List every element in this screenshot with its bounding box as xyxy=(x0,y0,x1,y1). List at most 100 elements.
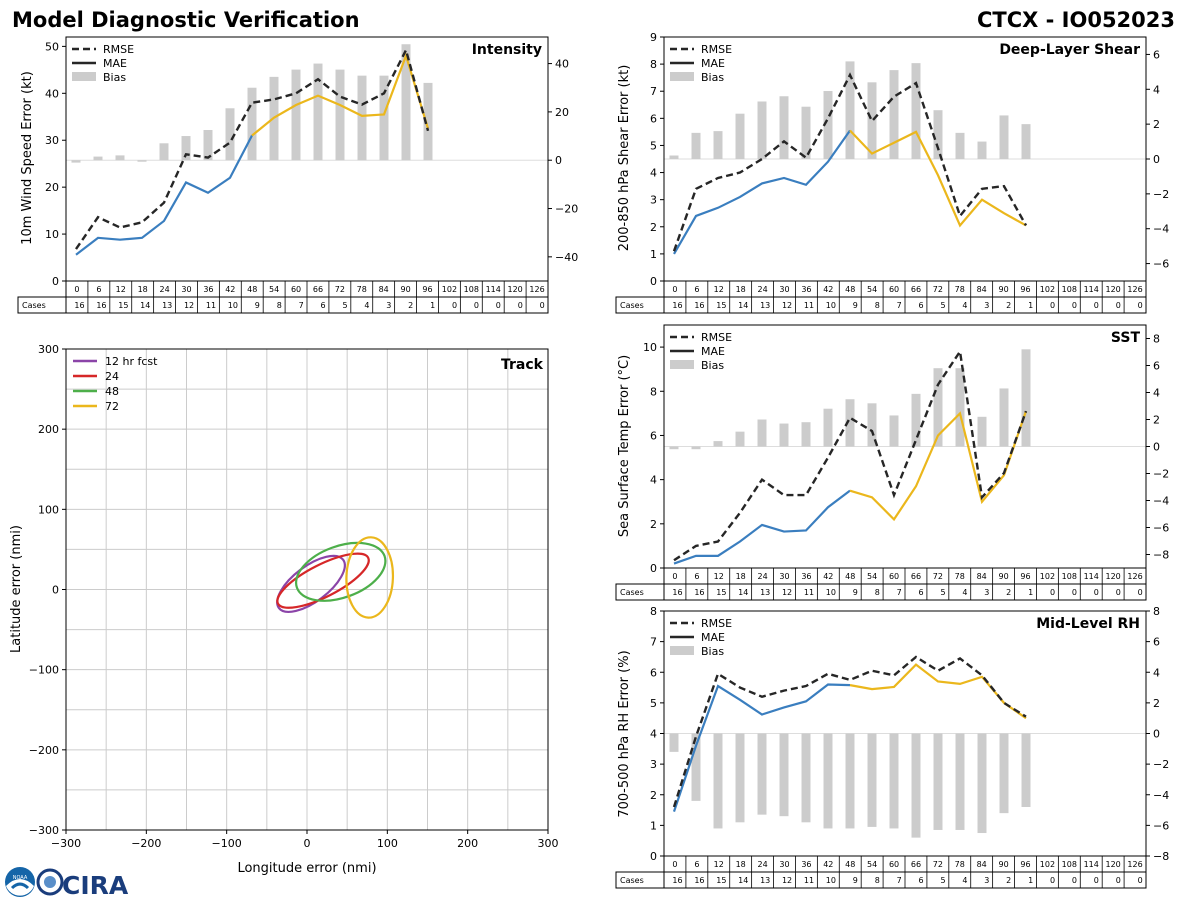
rh-table-case: 14 xyxy=(738,876,748,885)
intensity-bias-bar xyxy=(313,63,323,161)
rh-bias-bar xyxy=(977,733,987,834)
rh-table-hour: 60 xyxy=(889,860,899,869)
intensity-table-case: 7 xyxy=(299,301,304,310)
rh-ytick-label: 6 xyxy=(650,666,657,679)
shear-table-hour: 102 xyxy=(1040,285,1055,294)
shear-bias-bar xyxy=(999,115,1009,159)
rh-y2tick-label: 6 xyxy=(1153,636,1160,649)
rh-table-case: 1 xyxy=(1028,876,1033,885)
intensity-ytick-label: 40 xyxy=(45,87,59,100)
intensity-table-hour: 42 xyxy=(225,285,235,294)
sst-table-case: 4 xyxy=(962,588,967,597)
sst-table-case: 10 xyxy=(826,588,836,597)
sst-y2tick-label: −4 xyxy=(1153,495,1169,508)
shear-y2tick-label: 0 xyxy=(1153,153,1160,166)
intensity-table-case: 13 xyxy=(162,301,172,310)
sst-bias-bar xyxy=(999,388,1009,447)
shear-table-case: 12 xyxy=(782,301,792,310)
rh-bias-bar xyxy=(1021,733,1031,807)
rh-bias-bar xyxy=(735,733,745,823)
intensity-ytick-label: 10 xyxy=(45,228,59,241)
shear-y2tick-label: 6 xyxy=(1153,48,1160,61)
rh-bias-bar xyxy=(779,733,789,817)
track-ellipse-24 xyxy=(276,552,370,609)
rh-legend-bias-swatch xyxy=(670,646,694,655)
shear-y2tick-label: −4 xyxy=(1153,223,1169,236)
sst-bias-bar xyxy=(735,431,745,447)
intensity-table-cases-row xyxy=(17,296,549,314)
intensity-bias-bar xyxy=(159,143,169,161)
sst-bias-bar xyxy=(889,415,899,447)
shear-table-case: 3 xyxy=(984,301,989,310)
rh-bias-bar xyxy=(691,733,701,801)
track-xtick-label: 300 xyxy=(538,837,559,850)
sst-bias-bar xyxy=(823,408,833,447)
sst-table-case: 6 xyxy=(919,588,924,597)
intensity-table-case: 16 xyxy=(96,301,106,310)
intensity-table-hour: 48 xyxy=(247,285,257,294)
shear-ytick-label: 3 xyxy=(650,194,657,207)
shear-table-case: 0 xyxy=(1116,301,1121,310)
shear-table-case: 16 xyxy=(672,301,682,310)
sst-table-hour: 6 xyxy=(694,572,699,581)
sst-y2tick-label: 2 xyxy=(1153,414,1160,427)
rh-table-hour: 78 xyxy=(955,860,965,869)
sst-ytick-label: 6 xyxy=(650,429,657,442)
shear-table-hour: 90 xyxy=(998,285,1008,294)
sst-bias-bar xyxy=(955,368,965,447)
rh-ylabel: 700-500 hPa RH Error (%) xyxy=(617,650,632,817)
rh-ytick-label: 0 xyxy=(650,850,657,863)
intensity-table-hour: 84 xyxy=(379,285,389,294)
intensity-mae-line-early xyxy=(75,135,253,256)
intensity-table-case: 4 xyxy=(364,301,369,310)
rh-table-hour: 84 xyxy=(977,860,987,869)
shear-table-cases-label: Cases xyxy=(620,301,644,310)
sst-table-hour: 30 xyxy=(779,572,789,581)
sst-table-case: 5 xyxy=(940,588,945,597)
shear-table-hour: 6 xyxy=(694,285,699,294)
rh-bias-bar xyxy=(823,733,833,829)
sst-ytick-label: 4 xyxy=(650,474,657,487)
rh-table-case: 11 xyxy=(804,876,814,885)
rh-ytick-label: 5 xyxy=(650,697,657,710)
intensity-table-case: 15 xyxy=(118,301,128,310)
storm-id: CTCX - IO052023 xyxy=(977,8,1175,32)
shear-table-hour: 60 xyxy=(889,285,899,294)
intensity-table-case: 16 xyxy=(74,301,84,310)
cira-logo: CIRA xyxy=(36,868,129,900)
track-ytick-label: −300 xyxy=(29,824,59,837)
intensity-axes-frame xyxy=(65,36,549,282)
track-xtick-label: −100 xyxy=(212,837,242,850)
rh-table-hour: 126 xyxy=(1127,860,1142,869)
intensity-table-hour: 60 xyxy=(291,285,301,294)
shear-y2tick-label: 4 xyxy=(1153,83,1160,96)
shear-table-case: 2 xyxy=(1006,301,1011,310)
rh-table-hour: 120 xyxy=(1105,860,1120,869)
intensity-bias-bar xyxy=(423,82,433,161)
intensity-table-case: 0 xyxy=(474,301,479,310)
intensity-table-case: 2 xyxy=(408,301,413,310)
sst-y2tick-label: 8 xyxy=(1153,333,1160,346)
rh-table-hour: 96 xyxy=(1020,860,1030,869)
intensity-table-case: 6 xyxy=(321,301,326,310)
track-ytick-label: 100 xyxy=(38,503,59,516)
intensity-table-case: 0 xyxy=(496,301,501,310)
sst-mae-line-early xyxy=(673,489,851,565)
rh-bias-bar xyxy=(889,733,899,829)
rh-table-case: 12 xyxy=(782,876,792,885)
sst-legend-mae: MAE xyxy=(701,345,725,358)
rh-ytick-label: 1 xyxy=(650,819,657,832)
sst-ylabel: Sea Surface Temp Error (°C) xyxy=(617,355,632,537)
sst-legend-rmse: RMSE xyxy=(701,331,732,344)
rh-ytick-label: 2 xyxy=(650,789,657,802)
intensity-bias-bar xyxy=(379,75,389,161)
rh-bias-bar xyxy=(999,733,1009,814)
shear-table-case: 8 xyxy=(875,301,880,310)
sst-table-hour: 78 xyxy=(955,572,965,581)
intensity-bias-bar xyxy=(401,44,411,161)
sst-ytick-label: 0 xyxy=(650,562,657,575)
track-xtick-label: −300 xyxy=(51,837,81,850)
rh-legend-mae: MAE xyxy=(701,631,725,644)
rh-table-case: 6 xyxy=(919,876,924,885)
